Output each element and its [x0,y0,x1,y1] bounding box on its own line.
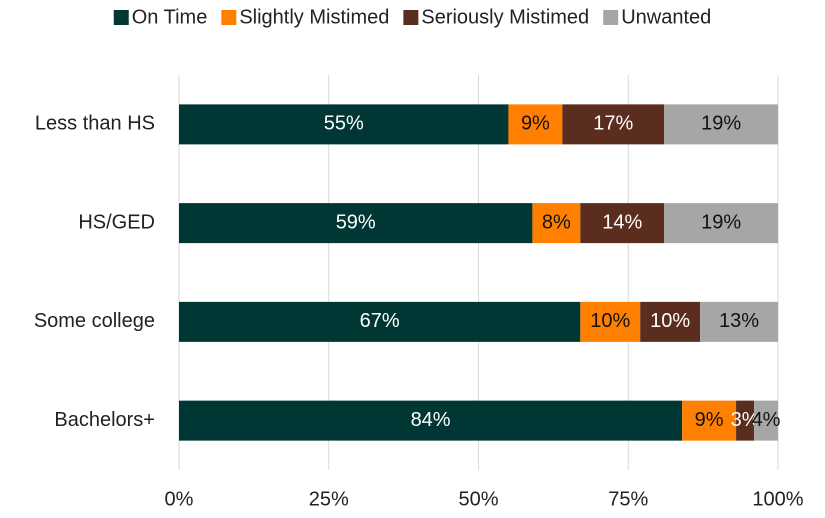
value-label: 9% [695,409,724,431]
x-tick-label: 100% [752,488,803,510]
bar-segment [508,104,563,145]
legend-label: Unwanted [621,6,711,28]
value-label: 67% [360,310,400,332]
value-label: 3% [731,409,760,431]
y-tick-label: HS/GED [78,211,155,233]
bar-segment [580,203,665,244]
value-label: 55% [324,113,364,135]
y-tick-label: Bachelors+ [54,409,155,431]
x-tick-label: 50% [458,488,498,510]
bar-segment [682,400,737,441]
bar-segment [179,301,581,342]
value-label: 19% [701,113,741,135]
bar-segment [640,301,701,342]
x-tick-label: 0% [165,488,194,510]
value-label: 17% [593,113,633,135]
y-tick-label: Less than HS [35,113,155,135]
value-label: 8% [542,211,571,233]
value-label: 84% [411,409,451,431]
bar-segment [562,104,665,145]
legend-swatch [403,10,419,25]
value-label: 10% [590,310,630,332]
value-label: 9% [521,113,550,135]
value-label: 4% [752,409,781,431]
value-label: 14% [602,211,642,233]
bar-segment [580,301,641,342]
value-label: 19% [701,211,741,233]
bar-segment [700,301,778,342]
legend-label: Seriously Mistimed [421,6,589,28]
value-label: 59% [336,211,376,233]
bar-segment [736,400,755,441]
bar-segment [179,400,683,441]
x-tick-label: 25% [309,488,349,510]
y-tick-label: Some college [34,310,155,332]
legend-swatch [603,10,619,25]
bar-segment [664,203,778,244]
bar-segment [179,104,509,145]
bar-segment [754,400,778,441]
x-tick-label: 75% [608,488,648,510]
legend-label: On Time [132,6,208,28]
bar-segment [664,104,778,145]
bar-segment [532,203,581,244]
value-label: 13% [719,310,759,332]
legend-swatch [221,10,237,25]
bar-segment [179,203,533,244]
value-label: 10% [650,310,690,332]
legend-label: Slightly Mistimed [239,6,389,28]
legend-swatch [113,10,129,25]
